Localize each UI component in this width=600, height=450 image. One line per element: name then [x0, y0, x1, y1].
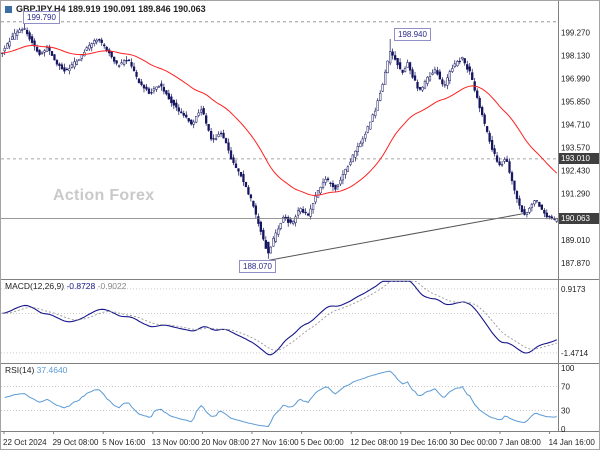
peak-label: 198.940: [394, 28, 431, 41]
swing-high-label: 199.790: [23, 11, 60, 24]
chart-title-text: GBPJPY,H4 189.919 190.091 189.846 190.06…: [16, 4, 206, 14]
rsi-line: [4, 370, 557, 427]
macd-label-name: MACD(12,26,9): [5, 281, 65, 291]
svg-text:100: 100: [561, 364, 575, 373]
macd-value: -0.8728: [66, 281, 96, 291]
price-axis-labels: 199.270 198.130 196.990 195.850 194.710 193.5…: [561, 28, 590, 267]
svg-text:14 Jan 16:00: 14 Jan 16:00: [549, 438, 596, 447]
svg-text:5 Dec 00:00: 5 Dec 00:00: [301, 438, 345, 447]
svg-text:5 Nov 16:00: 5 Nov 16:00: [102, 438, 146, 447]
svg-text:192.430: 192.430: [561, 167, 590, 176]
svg-text:29 Oct 08:00: 29 Oct 08:00: [53, 438, 99, 447]
svg-text:-1.4714: -1.4714: [561, 349, 589, 358]
candlesticks: [1, 21, 558, 259]
panel-borders: [1, 1, 599, 432]
rsi-label: RSI(14) 37.4640: [5, 365, 67, 375]
svg-text:189.010: 189.010: [561, 236, 590, 245]
macd-lines: [2, 280, 557, 356]
svg-text:194.710: 194.710: [561, 121, 590, 130]
symbol-marker-icon: [5, 5, 12, 13]
svg-text:20 Nov 08:00: 20 Nov 08:00: [201, 438, 249, 447]
svg-text:13 Nov 00:00: 13 Nov 00:00: [152, 438, 200, 447]
svg-text:12 Dec 08:00: 12 Dec 08:00: [350, 438, 398, 447]
svg-text:193.570: 193.570: [561, 144, 590, 153]
rsi-axis-labels: 100 70 30 0: [561, 364, 575, 434]
swing-low-label: 188.070: [239, 260, 276, 273]
ma-line: [2, 45, 558, 196]
level-lines: [1, 21, 558, 412]
svg-text:27 Nov 16:00: 27 Nov 16:00: [251, 438, 299, 447]
trendline: [268, 213, 524, 261]
svg-text:187.870: 187.870: [561, 259, 590, 268]
macd-label: MACD(12,26,9) -0.8728 -0.9022: [5, 281, 127, 291]
svg-text:7 Jan 08:00: 7 Jan 08:00: [499, 438, 541, 447]
rsi-value: 37.4640: [36, 365, 68, 375]
resistance-price-tag: 193.010: [559, 153, 599, 164]
rsi-label-name: RSI(14): [5, 365, 35, 375]
current-price-tag: 190.063: [559, 213, 599, 224]
svg-text:198.130: 198.130: [561, 51, 590, 60]
time-axis-labels: 22 Oct 2024 29 Oct 08:00 5 Nov 16:00 13 Nov…: [3, 431, 595, 447]
svg-text:70: 70: [561, 382, 570, 391]
macd-signal-value: -0.9022: [97, 281, 127, 291]
svg-text:0: 0: [561, 425, 566, 434]
svg-text:196.990: 196.990: [561, 74, 590, 83]
svg-text:191.290: 191.290: [561, 190, 590, 199]
svg-text:30: 30: [561, 407, 570, 416]
svg-text:199.270: 199.270: [561, 28, 590, 37]
svg-text:0.9173: 0.9173: [561, 285, 586, 294]
watermark: Action Forex: [53, 187, 155, 204]
svg-text:195.850: 195.850: [561, 97, 590, 106]
chart-title: GBPJPY,H4 189.919 190.091 189.846 190.06…: [5, 4, 206, 14]
macd-axis-labels: 0.9173 -1.4714: [561, 285, 589, 358]
svg-text:22 Oct 2024: 22 Oct 2024: [3, 438, 47, 447]
svg-text:30 Dec 00:00: 30 Dec 00:00: [449, 438, 497, 447]
svg-text:19 Dec 16:00: 19 Dec 16:00: [400, 438, 448, 447]
